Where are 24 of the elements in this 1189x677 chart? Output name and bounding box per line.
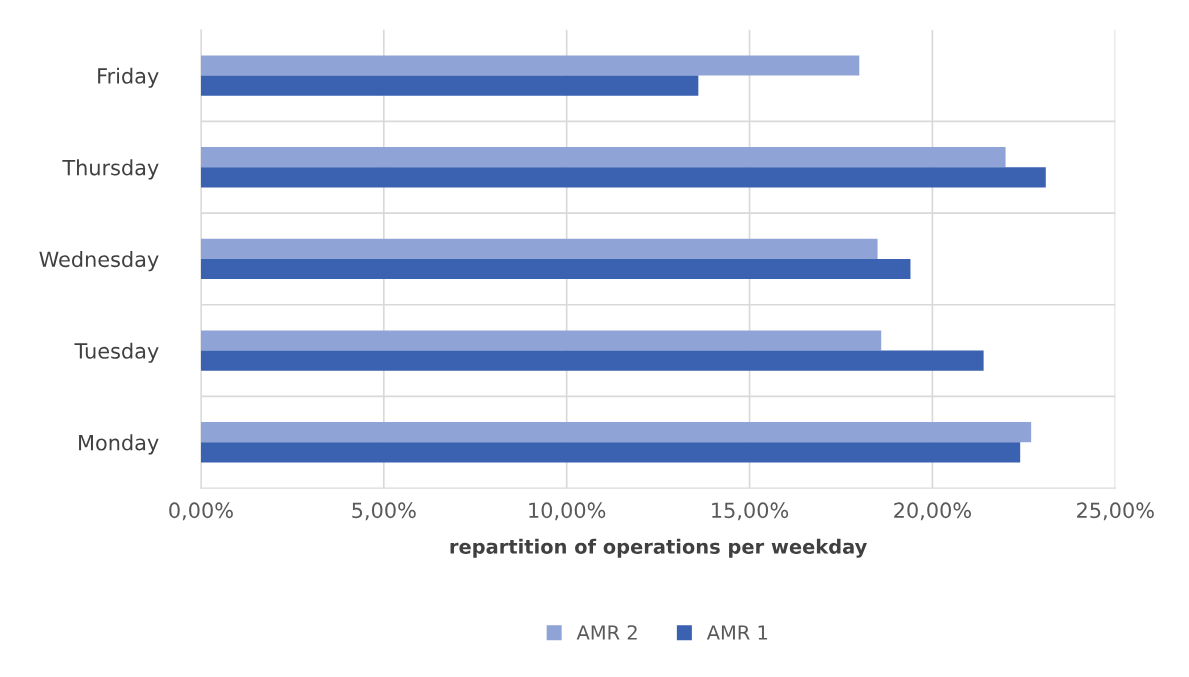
legend-label: AMR 1 [706,625,768,640]
bar [200,442,1021,463]
x-tick-label: 15,00% [712,502,789,521]
bar [200,55,860,76]
x-tick-label: 0,00% [169,502,233,521]
bar [200,422,1032,443]
bar [200,350,984,371]
x-tick-label: 25,00% [1077,502,1154,521]
legend-label: AMR 2 [576,625,637,640]
x-tick-label: 20,00% [894,502,971,521]
bar [200,75,699,96]
y-tick-label: Friday [98,67,159,88]
bar [200,147,1006,168]
bar [200,258,911,280]
x-axis-title: repartition of operations per weekday [450,538,867,558]
bar [200,330,882,351]
bar [200,167,1046,188]
y-tick-label: Monday [79,434,159,455]
bar [200,238,878,259]
y-tick-label: Thursday [62,159,159,180]
x-tick-label: 10,00% [529,502,606,521]
y-tick-label: Tuesday [74,342,159,363]
x-tick-label: 5,00% [352,502,416,521]
y-tick-label: Wednesday [39,251,159,272]
